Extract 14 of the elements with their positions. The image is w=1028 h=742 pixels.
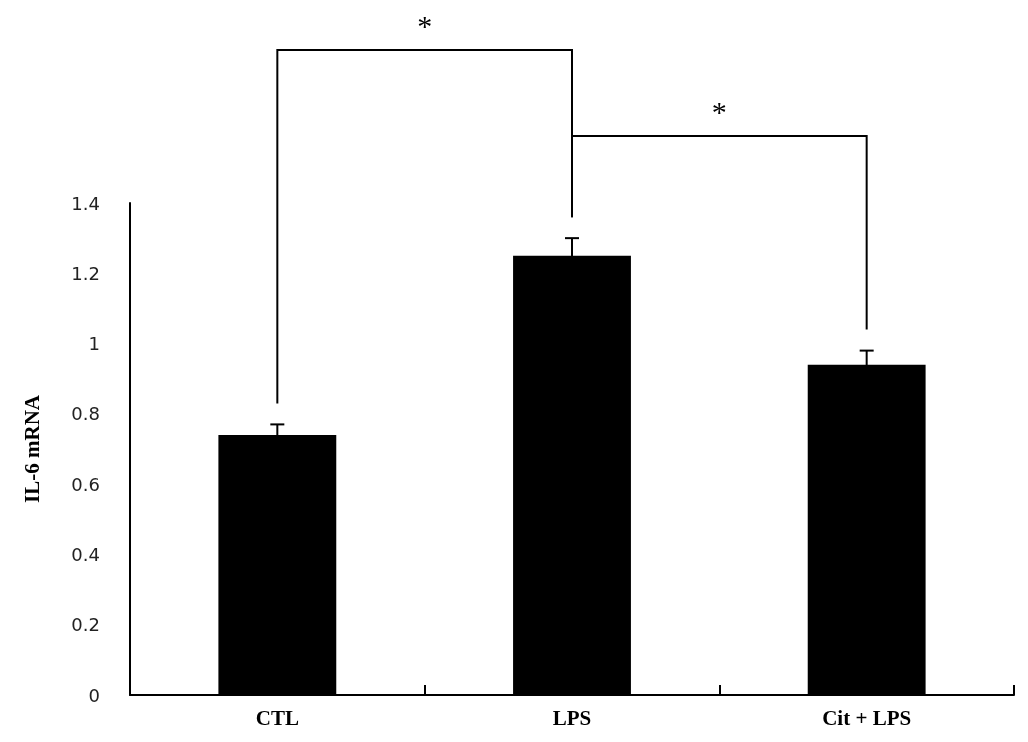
y-tick-label: 1.4 bbox=[71, 192, 100, 214]
y-tick-label: 1 bbox=[88, 333, 100, 355]
text: * bbox=[711, 94, 727, 128]
x-tick-label: CTL bbox=[255, 705, 299, 730]
y-tick-label: 0.8 bbox=[71, 403, 100, 425]
x-tick-label: LPS bbox=[552, 705, 592, 730]
text: * bbox=[417, 8, 433, 42]
x-tick-label: Cit + LPS bbox=[822, 705, 912, 730]
y-tick-label: 0.2 bbox=[71, 614, 100, 636]
y-tick-label: 0.4 bbox=[71, 543, 100, 565]
y-tick-label: 0 bbox=[88, 684, 100, 706]
y-tick-label: 1.2 bbox=[71, 262, 100, 284]
y-tick-label: 0.6 bbox=[71, 473, 100, 495]
y-axis-title: IL-6 mRNA bbox=[19, 394, 44, 503]
